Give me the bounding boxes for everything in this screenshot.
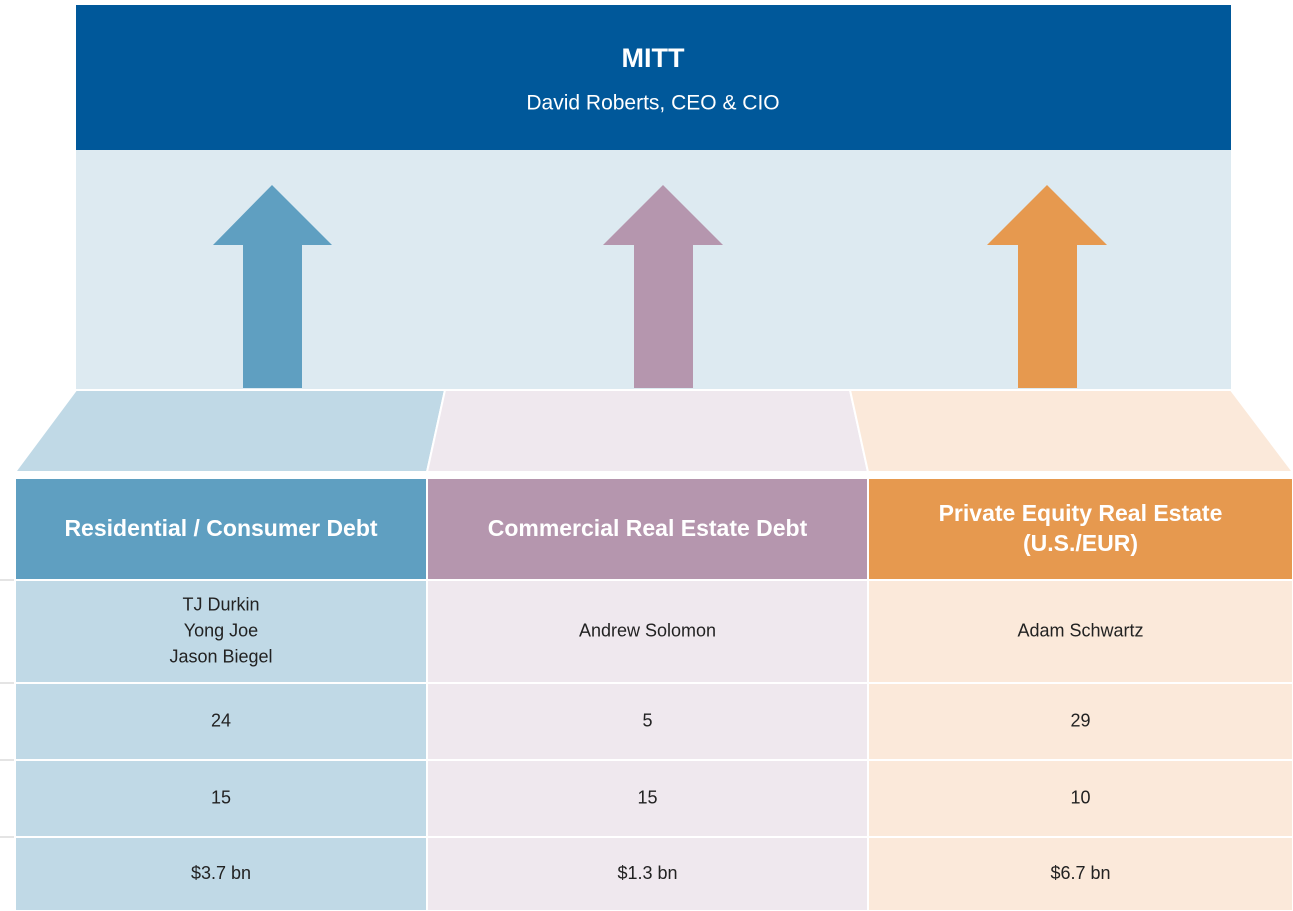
column-title: (U.S./EUR) (1023, 530, 1138, 556)
cell-text: Yong Joe (184, 620, 258, 640)
cell (426, 579, 869, 684)
cell-text: $6.7 bn (1050, 863, 1110, 883)
trapezoid (425, 389, 870, 473)
cell (426, 759, 869, 838)
trapezoid (13, 389, 447, 473)
cell-text: 15 (637, 787, 657, 807)
trapezoid (848, 389, 1293, 473)
cell (426, 836, 869, 911)
cell-text: TJ Durkin (182, 594, 259, 614)
column-header (867, 477, 1293, 581)
header-box (76, 5, 1231, 150)
cell (14, 836, 428, 911)
cell (867, 759, 1293, 838)
subtitle: David Roberts, CEO & CIO (526, 92, 779, 115)
arrow (603, 185, 723, 388)
cell (14, 759, 428, 838)
cell (867, 579, 1293, 684)
cell-text: 29 (1070, 710, 1090, 730)
cell-text: Andrew Solomon (579, 620, 716, 640)
column-title: Residential / Consumer Debt (64, 515, 377, 541)
left-edge (0, 579, 15, 838)
cell (867, 682, 1293, 761)
column-header (426, 477, 869, 581)
cell-text: 15 (211, 787, 231, 807)
cell-text: $1.3 bn (617, 863, 677, 883)
arrow (213, 185, 332, 388)
cell-text: Jason Biegel (169, 646, 272, 666)
cell-text: $3.7 bn (191, 863, 251, 883)
title: MITT (622, 43, 685, 73)
arrow (987, 185, 1107, 388)
cell-text: Adam Schwartz (1017, 620, 1143, 640)
cell-text: 24 (211, 710, 231, 730)
cell (14, 579, 428, 684)
cell-text: 5 (642, 710, 652, 730)
column-title: Private Equity Real Estate (939, 500, 1223, 526)
column-title: Commercial Real Estate Debt (488, 515, 808, 541)
column-header (14, 477, 428, 581)
cell-text: 10 (1070, 787, 1090, 807)
cell (867, 836, 1293, 911)
